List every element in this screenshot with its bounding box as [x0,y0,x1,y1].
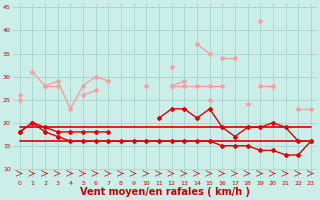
X-axis label: Vent moyen/en rafales ( km/h ): Vent moyen/en rafales ( km/h ) [80,187,250,197]
